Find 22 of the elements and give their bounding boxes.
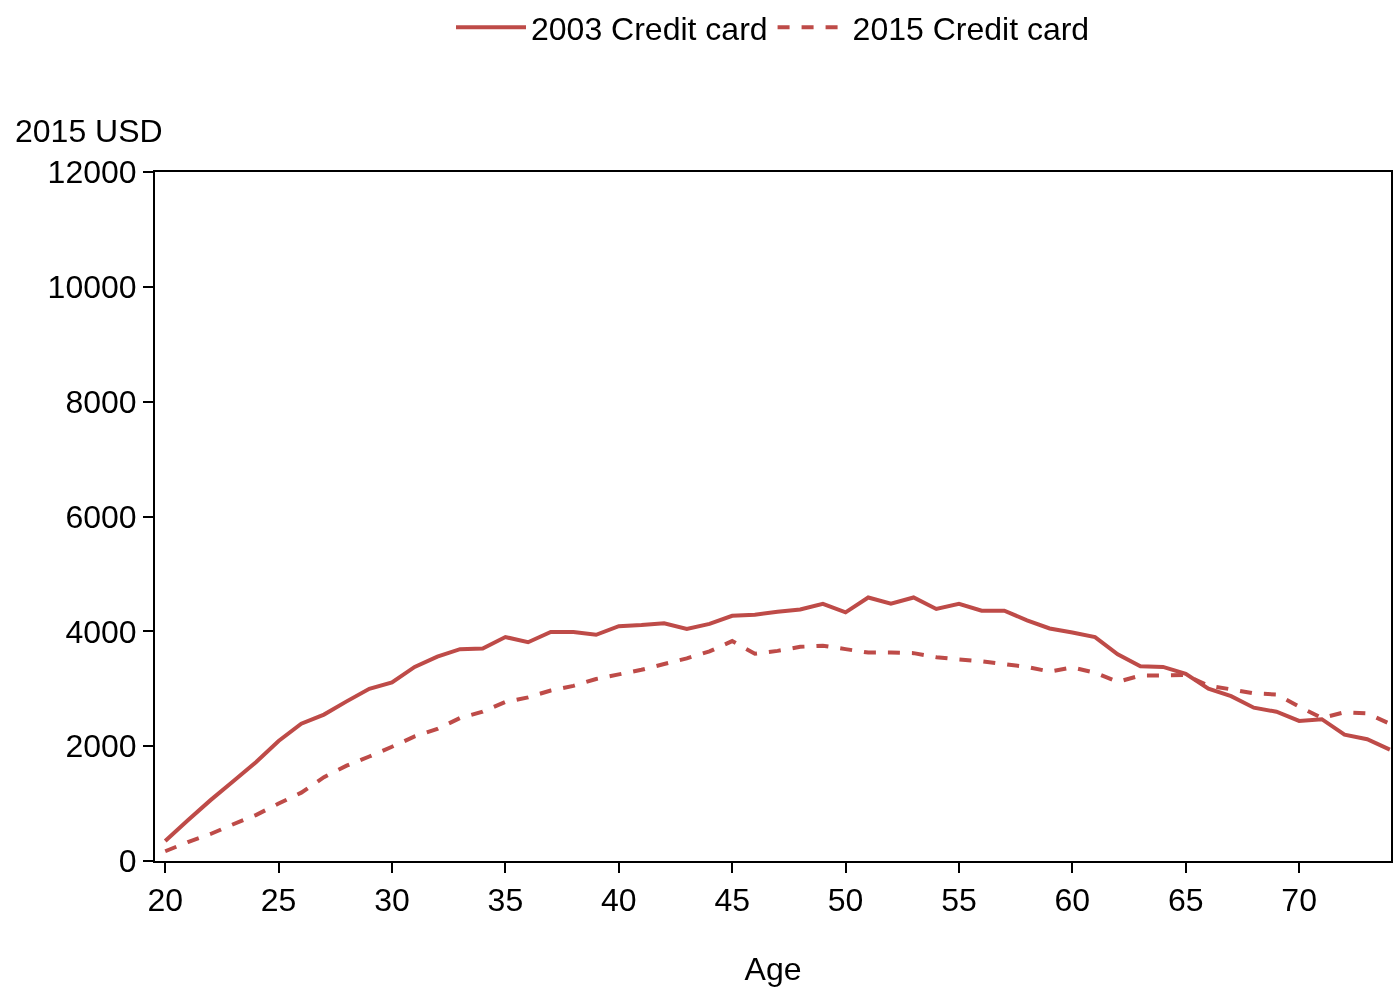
- y-tick-label: 8000: [65, 383, 137, 420]
- y-tick-label: 6000: [65, 498, 137, 535]
- legend-label: 2003 Credit card: [531, 10, 768, 47]
- y-tick-label: 2000: [65, 728, 137, 765]
- x-axis-title: Age: [744, 950, 802, 987]
- x-tick-label: 35: [487, 882, 524, 919]
- y-tick-label: 12000: [47, 154, 137, 191]
- x-tick-label: 30: [374, 882, 410, 919]
- y-tick-label: 0: [118, 843, 137, 880]
- x-tick-label: 70: [1281, 882, 1317, 919]
- x-tick-label: 65: [1167, 882, 1204, 919]
- y-tick-label: 10000: [47, 269, 137, 306]
- x-tick-label: 40: [600, 882, 637, 919]
- legend-label: 2015 Credit card: [852, 10, 1090, 47]
- x-tick-label: 20: [147, 882, 184, 919]
- x-tick-label: 25: [260, 882, 297, 919]
- x-tick-label: 50: [827, 882, 864, 919]
- x-tick-label: 60: [1054, 882, 1091, 919]
- y-tick-label: 4000: [65, 613, 137, 650]
- x-tick-label: 45: [714, 882, 750, 919]
- x-tick-label: 55: [941, 882, 977, 919]
- y-axis-title: 2015 USD: [15, 113, 163, 149]
